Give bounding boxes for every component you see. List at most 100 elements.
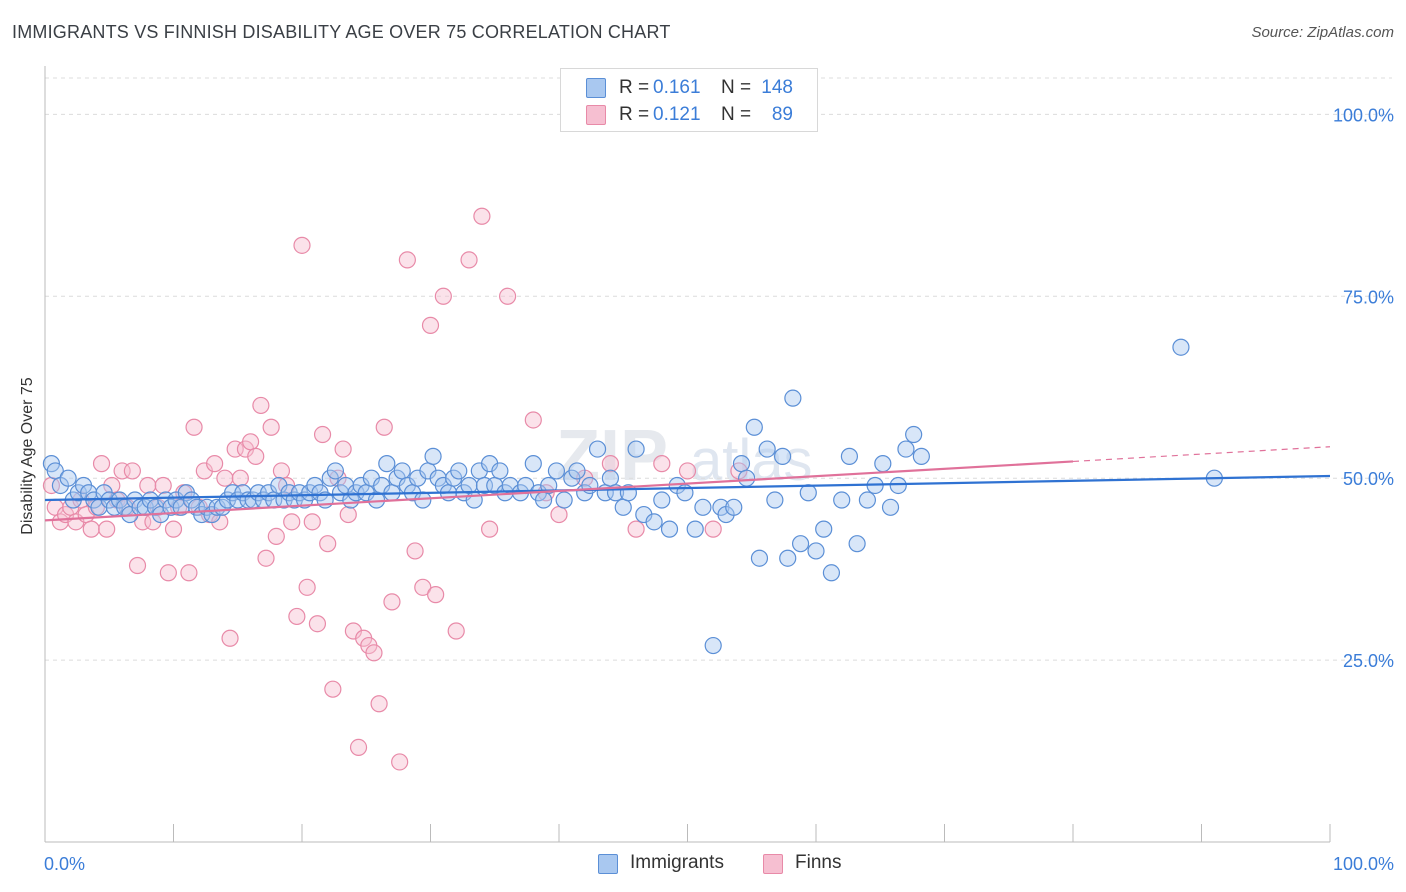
finns-points [42,207,748,771]
immigrants-point [645,513,663,531]
finns-point [383,593,401,611]
finns-point [180,564,198,582]
finns-point [262,418,280,436]
correlation-legend: R = 0.161 N = 148 R = 0.121 N = 89 [560,68,818,132]
immigrants-point [732,455,751,473]
x-tick-label: 0.0% [44,854,85,874]
immigrants-point [653,491,671,509]
finns-point [293,236,311,254]
immigrants-legend-swatch [598,854,618,874]
immigrants-point [547,462,566,480]
finns-point [627,520,645,538]
immigrants-point [874,455,892,473]
trend-lines [44,446,1331,522]
legend-row-immigrants: R = 0.161 N = 148 [561,75,817,101]
finns-point [283,513,301,531]
finns-point [308,615,327,633]
immigrants-point [858,491,877,509]
finns-point [154,476,172,495]
immigrants-point [378,455,396,473]
immigrants-point [588,440,607,458]
immigrants-point [568,462,586,480]
axes [44,66,1331,843]
legend-r-value: 0.161 [653,77,701,98]
finns-point [242,433,260,451]
x-tick-label: 100.0% [1333,854,1394,874]
immigrants-point [773,447,792,465]
tick-labels: 25.0% 50.0% 75.0% 100.0% 0.0% 100.0% [44,105,1394,874]
finns-point [98,520,116,538]
immigrants-point [326,462,345,480]
source-label: Source: ZipAtlas.com [1251,24,1394,41]
finns-point [82,520,100,538]
immigrants-point [840,447,859,465]
immigrants-point [897,440,915,458]
immigrants-point [614,498,632,516]
finns-point [267,527,285,546]
finns-point [391,753,409,771]
immigrants-point [450,462,468,480]
finns-point [272,462,291,480]
finns-point [481,520,499,538]
immigrants-point [581,476,599,495]
finns-point [123,462,141,480]
finns-point [365,644,383,662]
finns-point [601,455,620,473]
finns-point [460,251,478,269]
immigrants-point [1172,338,1190,356]
immigrants-point [779,549,797,567]
immigrants-point [59,469,77,487]
immigrants-point [889,476,907,495]
finns-legend-label: Finns [795,852,842,873]
immigrants-swatch [586,78,606,98]
immigrants-legend-label: Immigrants [630,852,724,873]
finns-point [206,455,224,473]
finns-point [349,738,368,757]
finns-point [499,287,517,305]
finns-point [653,455,671,473]
legend-row-finns: R = 0.121 N = 89 [561,102,817,128]
legend-n-value: 89 [771,104,793,125]
finns-point [414,578,432,596]
finns-point [370,695,388,713]
finns-point [678,462,697,480]
finns-point [185,418,203,436]
finns-point [252,396,270,415]
immigrants-point [601,469,620,487]
legend-n-value: 148 [761,77,793,98]
finns-point [473,207,491,225]
immigrants-point [784,389,802,407]
immigrants-point [491,462,509,480]
immigrants-point [524,455,542,473]
legend-n-label: N = [721,104,752,125]
finns-trend-line [44,460,1074,522]
y-tick-label: 75.0% [1343,287,1394,307]
finns-point [319,535,337,553]
finns-point [550,505,568,524]
finns-point [257,549,275,567]
immigrants-point [905,425,923,444]
finns-point [303,513,321,531]
immigrants-point [725,498,743,516]
finns-trend-extension [1072,446,1331,463]
chart-title: IMMIGRANTS VS FINNISH DISABILITY AGE OVE… [12,22,671,42]
finns-swatch [586,105,606,125]
y-tick-label: 50.0% [1343,469,1394,489]
immigrants-point [750,549,769,567]
immigrants-point [791,535,810,553]
immigrants-point [424,447,442,465]
legend-r-value: 0.121 [653,104,701,125]
finns-point [288,607,306,626]
y-tick-label: 100.0% [1333,105,1394,125]
finns-point [298,578,316,596]
immigrants-point [745,418,763,436]
finns-point [313,425,332,444]
immigrants-point [807,542,825,560]
immigrants-point [738,469,756,487]
series-legend: Immigrants Finns [0,852,1406,876]
immigrants-point [833,491,851,509]
finns-point [434,287,452,305]
finns-legend-swatch [763,854,783,874]
finns-point [128,556,147,575]
